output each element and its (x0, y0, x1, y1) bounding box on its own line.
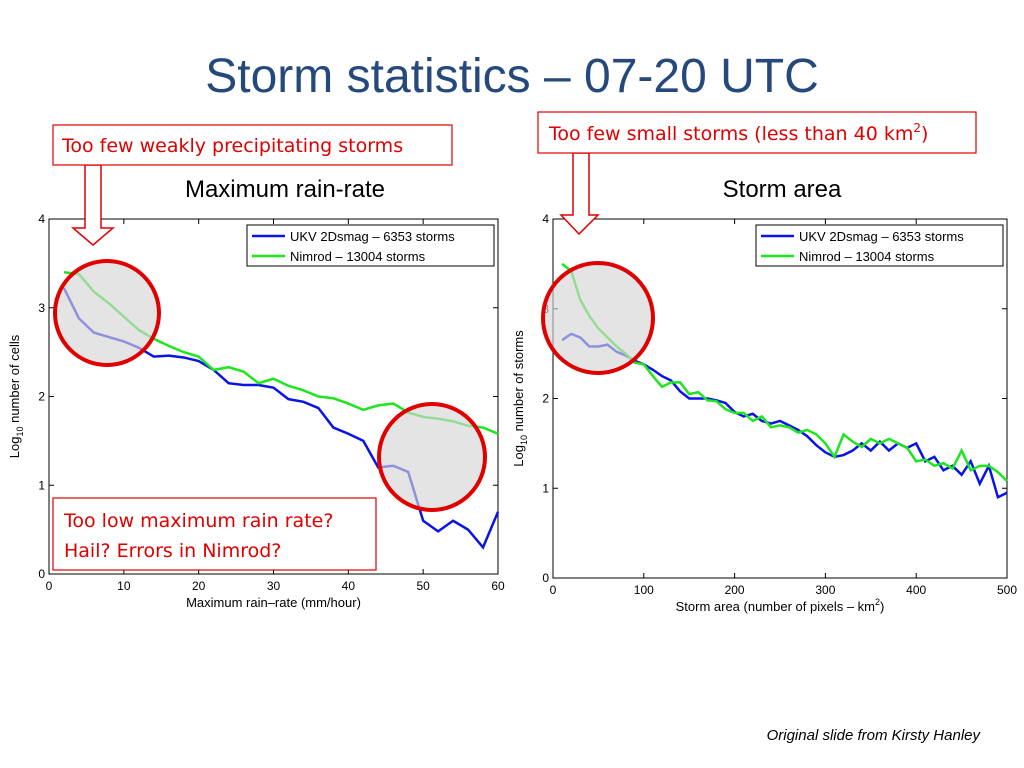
annotation-box (52, 497, 377, 571)
label-part: number of storms (511, 330, 526, 435)
x-tick-label: 50 (416, 579, 430, 593)
overlay: Too few weakly precipitating storms Too … (52, 111, 977, 571)
annotation-box (52, 124, 453, 166)
legend-label: UKV 2Dsmag – 6353 storms (290, 229, 455, 244)
y-axis-label: Log10 number of cells (7, 334, 25, 458)
y-tick-label: 0 (542, 571, 549, 585)
series-line (561, 332, 1008, 500)
chart: Storm area010020030040050001234Storm are… (511, 176, 1017, 614)
legend-box (246, 224, 495, 267)
x-tick-label: 60 (491, 579, 505, 593)
annotation-text: Too few small storms (less than 40 km (548, 123, 913, 145)
x-tick-label: 400 (906, 583, 926, 597)
y-tick-label: 4 (542, 212, 549, 226)
annotation: Too few weakly precipitating storms (61, 135, 403, 157)
label-part: Log (7, 437, 22, 459)
legend-box (755, 224, 1004, 267)
legend-label: Nimrod – 13004 storms (799, 249, 935, 264)
y-tick-label: 4 (38, 212, 45, 226)
x-tick-label: 0 (550, 583, 557, 597)
annotation-sup: 2 (913, 121, 921, 135)
x-tick-label: 0 (46, 579, 53, 593)
x-tick-label: 30 (267, 579, 281, 593)
y-tick-label: 2 (542, 392, 549, 406)
x-tick-label: 200 (725, 583, 745, 597)
y-tick-label: 0 (38, 567, 45, 581)
label-part: 2 (875, 597, 880, 607)
annotation-box (537, 111, 977, 154)
label-part: Log (511, 445, 526, 467)
annotation: Hail? Errors in Nimrod? (64, 540, 281, 562)
series-line (561, 262, 1008, 482)
highlight-circle (377, 402, 487, 512)
y-tick-label: 3 (38, 301, 45, 315)
label-part: 10 (519, 435, 529, 445)
arrow (70, 164, 116, 246)
label-part: number of cells (7, 334, 22, 426)
y-axis-label: Log10 number of storms (511, 330, 529, 467)
x-tick-label: 20 (192, 579, 206, 593)
x-tick-label: 500 (997, 583, 1017, 597)
x-tick-label: 10 (117, 579, 131, 593)
highlight-circle (541, 261, 655, 375)
label-part: ) (880, 599, 884, 614)
y-tick-label: 1 (38, 478, 45, 492)
footer: Original slide from Kirsty Hanley (767, 727, 982, 744)
slide-title: Storm statistics – 07-20 UTC (205, 50, 819, 103)
label-part: 10 (15, 427, 25, 437)
arrow (559, 152, 600, 236)
x-tick-label: 100 (634, 583, 654, 597)
label-part: Storm area (number of pixels – km (676, 599, 875, 614)
x-tick-label: 300 (815, 583, 835, 597)
x-tick-label: 40 (342, 579, 356, 593)
x-axis-label: Storm area (number of pixels – km2) (676, 597, 885, 614)
x-axis-label: Maximum rain–rate (mm/hour) (186, 595, 361, 610)
y-tick-label: 1 (542, 481, 549, 495)
chart-title: Maximum rain-rate (185, 176, 385, 203)
y-tick-label: 2 (38, 390, 45, 404)
annotation-text: ) (921, 123, 928, 145)
highlight-circle (53, 259, 161, 367)
annotation: Too low maximum rain rate? (63, 510, 333, 532)
legend-label: Nimrod – 13004 storms (290, 249, 426, 264)
label-part: Maximum rain–rate (mm/hour) (186, 595, 361, 610)
chart-title: Storm area (723, 176, 842, 203)
annotation: Too few small storms (less than 40 km2) (548, 121, 928, 145)
legend-label: UKV 2Dsmag – 6353 storms (799, 229, 964, 244)
